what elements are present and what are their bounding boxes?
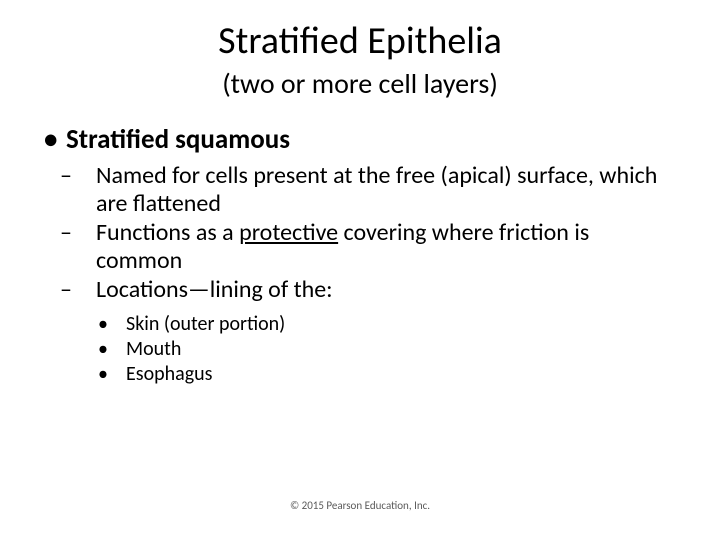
bullet-icon: • [112, 337, 126, 362]
level3-item: •Esophagus [126, 362, 680, 387]
level2-text: Locations—lining of the: [96, 275, 333, 304]
level2-text: Named for cells present at the free (api… [96, 161, 657, 218]
level2-text-a: Functions as a [96, 218, 239, 247]
level2-text-underlined: protective [239, 218, 338, 247]
level2-item: –Named for cells present at the free (ap… [96, 162, 680, 217]
bullet-icon: • [112, 362, 126, 387]
dash-icon: – [78, 219, 96, 247]
slide-title: Stratified Epithelia [40, 18, 680, 64]
level3-text: Mouth [126, 337, 181, 361]
level2-item: –Locations—lining of the: [96, 276, 680, 304]
bullet-icon: • [44, 123, 66, 156]
level3-text: Skin (outer portion) [126, 312, 285, 336]
level3-item: •Skin (outer portion) [126, 312, 680, 337]
copyright-text: © 2015 Pearson Education, Inc. [0, 499, 720, 512]
dash-icon: – [78, 162, 96, 190]
level1-item: •Stratified squamous [44, 123, 680, 156]
level3-text: Esophagus [126, 362, 212, 386]
bullet-icon: • [112, 312, 126, 337]
level3-item: •Mouth [126, 337, 680, 362]
dash-icon: – [78, 276, 96, 304]
slide-content: Stratified Epithelia (two or more cell l… [0, 0, 720, 387]
level1-text: Stratified squamous [66, 123, 290, 156]
level2-item: –Functions as a protective covering wher… [96, 219, 680, 274]
slide-subtitle: (two or more cell layers) [40, 66, 680, 101]
